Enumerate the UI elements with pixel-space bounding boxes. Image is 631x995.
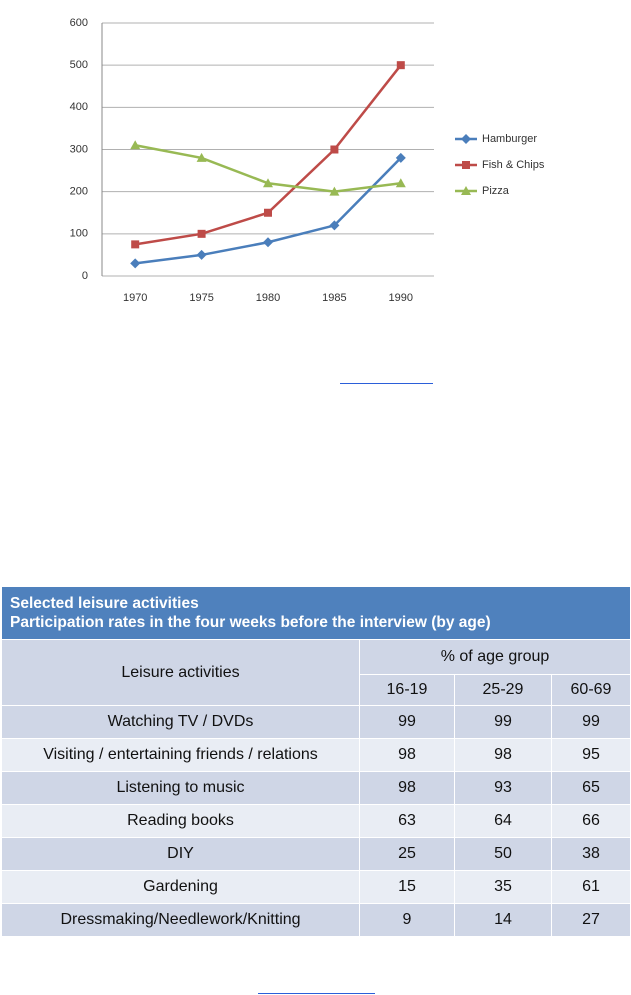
marker xyxy=(263,178,273,188)
marker xyxy=(395,178,406,188)
y-tick-label: 400 xyxy=(70,101,88,113)
x-tick-label: 1970 xyxy=(123,292,147,304)
value-cell: 15 xyxy=(360,871,455,904)
value-cell: 50 xyxy=(455,838,552,871)
value-cell: 93 xyxy=(455,772,552,805)
x-tick-label: 1985 xyxy=(322,292,346,304)
marker xyxy=(263,237,273,248)
x-tick-label: 1980 xyxy=(256,292,280,304)
marker xyxy=(197,229,206,238)
activity-cell: Gardening xyxy=(2,871,360,904)
link[interactable] xyxy=(258,993,375,994)
value-cell: 63 xyxy=(360,805,455,838)
marker xyxy=(131,240,140,249)
marker xyxy=(461,134,471,144)
value-cell: 66 xyxy=(552,805,631,838)
marker xyxy=(196,249,207,260)
marker xyxy=(130,140,141,150)
header-cell: % of age group xyxy=(360,640,631,675)
title-line: Selected leisure activities xyxy=(10,595,199,612)
value-cell: 99 xyxy=(455,706,552,739)
marker xyxy=(462,161,470,169)
marker xyxy=(329,220,340,231)
value-cell: 98 xyxy=(360,739,455,772)
chart: 0 100 200 300 400 500 600 1970 1975 1980 1985 1990 H… xyxy=(70,17,545,304)
legend-label: Pizza xyxy=(482,185,510,197)
activity-cell: Dressmaking/Needlework/Knitting xyxy=(2,904,360,937)
marker xyxy=(396,61,405,70)
value-cell: 38 xyxy=(552,838,631,871)
value-cell: 98 xyxy=(455,739,552,772)
value-cell: 65 xyxy=(552,772,631,805)
header-cell: 16-19 xyxy=(360,675,455,706)
legend-label: Fish & Chips xyxy=(482,159,545,171)
marker xyxy=(330,145,339,154)
table: Selected leisure activities Participation… xyxy=(2,587,631,937)
value-cell: 25 xyxy=(360,838,455,871)
x-tick-label: 1975 xyxy=(189,292,213,304)
marker xyxy=(130,258,141,269)
x-tick-label: 1990 xyxy=(389,292,413,304)
table-title: Selected leisure activities Participation… xyxy=(2,587,631,640)
value-cell: 99 xyxy=(360,706,455,739)
value-cell: 98 xyxy=(360,772,455,805)
marker xyxy=(264,208,272,217)
value-cell: 99 xyxy=(552,706,631,739)
activity-cell: Watching TV / DVDs xyxy=(2,706,360,739)
legend-label: Hamburger xyxy=(482,133,537,145)
y-tick-label: 100 xyxy=(70,228,88,240)
activity-cell: DIY xyxy=(2,838,360,871)
y-tick-label: 600 xyxy=(70,17,88,29)
value-cell: 61 xyxy=(552,871,631,904)
y-tick-label: 0 xyxy=(82,270,88,282)
line xyxy=(135,64,402,246)
value-cell: 35 xyxy=(455,871,552,904)
marker xyxy=(461,186,471,195)
value-cell: 14 xyxy=(455,904,552,937)
activity-cell: Listening to music xyxy=(2,772,360,805)
activity-cell: Reading books xyxy=(2,805,360,838)
y-tick-label: 500 xyxy=(70,59,88,71)
y-tick-label: 300 xyxy=(70,143,88,155)
title-line: Participation rates in the four weeks be… xyxy=(10,614,491,631)
activity-cell: Visiting / entertaining friends / relati… xyxy=(2,739,360,772)
value-cell: 27 xyxy=(552,904,631,937)
header-cell: 60-69 xyxy=(552,675,631,706)
header-cell: Leisure activities xyxy=(2,640,360,706)
value-cell: 9 xyxy=(360,904,455,937)
marker xyxy=(329,186,340,196)
value-cell: 64 xyxy=(455,805,552,838)
y-tick-label: 200 xyxy=(70,186,88,198)
marker xyxy=(395,152,406,163)
value-cell: 95 xyxy=(552,739,631,772)
marker xyxy=(196,152,207,162)
link[interactable] xyxy=(340,383,433,384)
header-cell: 25-29 xyxy=(455,675,552,706)
